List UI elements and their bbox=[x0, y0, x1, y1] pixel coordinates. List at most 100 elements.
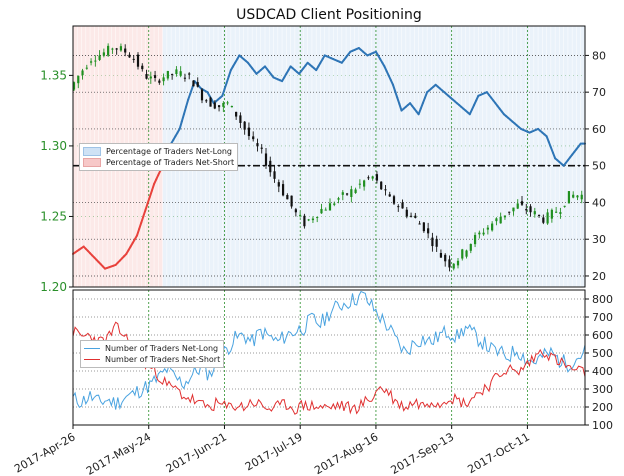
bottom-legend: Number of Traders Net-Long Number of Tra… bbox=[80, 340, 225, 368]
net-long-region bbox=[260, 26, 264, 287]
net-long-region bbox=[514, 26, 518, 287]
candle-body bbox=[98, 55, 101, 60]
net-long-region bbox=[337, 26, 341, 287]
candle-body bbox=[226, 102, 229, 104]
net-short-count-line bbox=[84, 359, 100, 360]
candle-body bbox=[89, 61, 93, 63]
net-long-region bbox=[245, 26, 249, 287]
net-long-region bbox=[380, 26, 383, 287]
candle-body bbox=[124, 48, 127, 53]
net-long-region bbox=[294, 26, 298, 287]
net-long-region bbox=[429, 26, 432, 287]
net-long-region bbox=[427, 26, 430, 287]
candle-body bbox=[132, 58, 135, 60]
net-long-region bbox=[538, 26, 541, 287]
candle-body bbox=[418, 223, 421, 225]
candle-body bbox=[107, 45, 110, 56]
net-long-region bbox=[288, 26, 292, 287]
net-long-region bbox=[437, 26, 441, 287]
net-long-region bbox=[469, 26, 473, 287]
net-long-region bbox=[365, 26, 368, 287]
count-tick-label: 500 bbox=[592, 347, 613, 360]
net-long-region bbox=[384, 26, 388, 287]
candle-body bbox=[252, 136, 255, 140]
net-long-pct-segment bbox=[223, 81, 228, 91]
candle-body bbox=[529, 206, 532, 213]
net-long-region bbox=[271, 26, 275, 287]
count-tick-label: 600 bbox=[592, 329, 613, 342]
net-long-region bbox=[478, 26, 482, 287]
net-long-region bbox=[277, 26, 281, 287]
count-tick-label: 200 bbox=[592, 401, 613, 414]
net-long-region bbox=[262, 26, 266, 287]
net-long-region bbox=[471, 26, 475, 287]
net-long-region bbox=[375, 26, 379, 287]
net-long-region bbox=[510, 26, 514, 287]
price-tick-label: 1.20 bbox=[40, 280, 67, 294]
candle-body bbox=[572, 194, 575, 198]
net-long-region bbox=[399, 26, 403, 287]
net-long-region bbox=[540, 26, 543, 287]
candle-body bbox=[179, 71, 182, 76]
net-long-region bbox=[501, 26, 505, 287]
candle-body bbox=[85, 67, 88, 69]
candle-body bbox=[290, 195, 293, 207]
candle-body bbox=[277, 182, 280, 187]
net-long-region bbox=[378, 26, 381, 287]
candle-body bbox=[486, 227, 489, 230]
net-long-swatch bbox=[83, 147, 101, 156]
candle-body bbox=[115, 48, 118, 50]
candle-body bbox=[77, 75, 80, 84]
net-long-region bbox=[446, 26, 450, 287]
candle-body bbox=[320, 208, 323, 214]
net-long-region bbox=[369, 26, 373, 287]
net-long-region bbox=[448, 26, 452, 287]
candle-body bbox=[401, 202, 404, 209]
net-long-region bbox=[521, 26, 524, 287]
candle-body bbox=[516, 203, 519, 209]
candle-body bbox=[546, 212, 549, 224]
net-long-region bbox=[350, 26, 354, 287]
net-long-region bbox=[401, 26, 405, 287]
net-long-region bbox=[559, 26, 563, 287]
net-long-region bbox=[388, 26, 392, 287]
net-long-region bbox=[420, 26, 424, 287]
net-long-region bbox=[576, 26, 580, 287]
candle-body bbox=[188, 73, 191, 75]
net-long-region bbox=[237, 26, 240, 287]
net-long-region bbox=[512, 26, 516, 287]
net-long-pct-segment bbox=[394, 90, 399, 99]
net-long-count-line bbox=[72, 290, 586, 411]
net-long-pct-segment bbox=[225, 75, 230, 84]
net-long-pct-segment bbox=[180, 113, 185, 123]
net-long-region bbox=[241, 26, 245, 287]
candle-body bbox=[256, 143, 259, 147]
net-long-region bbox=[433, 26, 437, 287]
net-long-region bbox=[348, 26, 351, 287]
candle-body bbox=[350, 189, 353, 197]
net-long-pct-segment bbox=[187, 92, 192, 101]
legend-net-long-count: Number of Traders Net-Long bbox=[105, 344, 219, 353]
net-long-region bbox=[412, 26, 415, 287]
net-long-region bbox=[476, 26, 479, 287]
candle-body bbox=[247, 127, 251, 137]
net-long-region bbox=[279, 26, 283, 287]
candle-body bbox=[158, 80, 161, 83]
net-short-pct-segment bbox=[146, 195, 151, 205]
candle-body bbox=[307, 219, 310, 221]
candle-body bbox=[439, 252, 443, 258]
net-long-region bbox=[247, 26, 251, 287]
net-long-region bbox=[527, 26, 531, 287]
candle-body bbox=[303, 215, 306, 227]
candle-body bbox=[230, 106, 233, 108]
candle-body bbox=[520, 201, 524, 205]
candle-body bbox=[555, 211, 558, 213]
count-tick-label: 300 bbox=[592, 383, 613, 396]
net-long-region bbox=[322, 26, 326, 287]
candle-body bbox=[273, 171, 276, 179]
candle-body bbox=[478, 232, 481, 235]
net-long-region bbox=[329, 26, 332, 287]
candle-body bbox=[200, 89, 204, 101]
net-long-region bbox=[371, 26, 375, 287]
net-long-pct-segment bbox=[221, 88, 226, 97]
